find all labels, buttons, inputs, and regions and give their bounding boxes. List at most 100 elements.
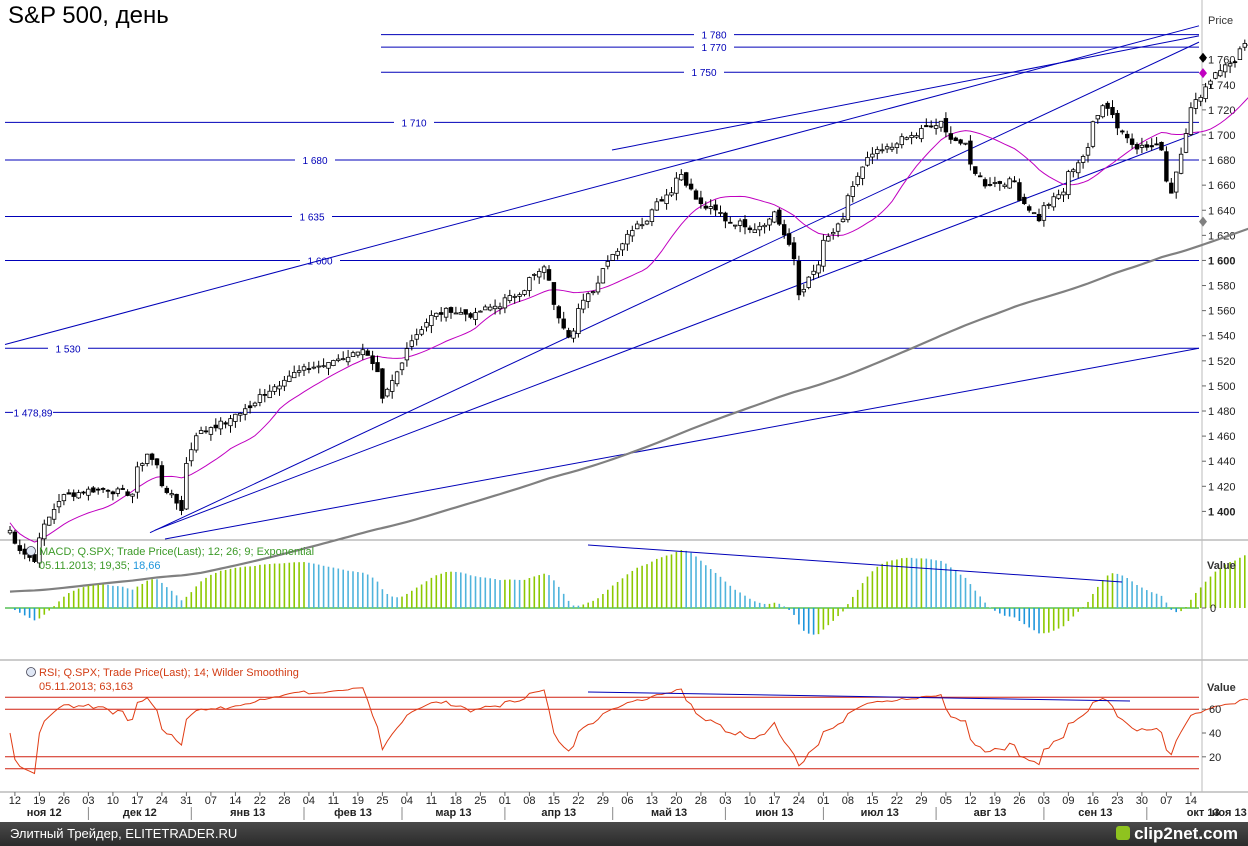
- macd-panel-icon: [26, 546, 36, 556]
- x-day-label: 20: [670, 795, 682, 807]
- candle-body: [914, 135, 919, 138]
- candle-body: [1164, 151, 1169, 182]
- clip2net-icon: [1116, 826, 1131, 840]
- x-day-label: 03: [1038, 795, 1050, 807]
- candle-body: [267, 390, 272, 399]
- candle-body: [389, 380, 395, 392]
- candle-body: [208, 427, 214, 435]
- candle-body: [625, 233, 630, 245]
- candle-body: [595, 282, 601, 293]
- candle-body: [855, 175, 860, 186]
- candle-body: [811, 270, 816, 275]
- candle-body: [257, 394, 263, 403]
- candle-body: [899, 136, 904, 146]
- x-day-label: 07: [205, 795, 217, 807]
- x-month-label: май 13: [651, 807, 687, 819]
- candle-body: [1031, 212, 1037, 215]
- price-tick-label: 1 700: [1208, 130, 1236, 142]
- candle-body: [992, 182, 998, 184]
- price-tick-label: 1 460: [1208, 431, 1236, 443]
- candle-body: [218, 420, 223, 430]
- candle-body: [713, 204, 718, 211]
- level-label: 1 750: [691, 68, 716, 79]
- candle-body: [963, 142, 968, 145]
- candle-body: [1022, 196, 1027, 204]
- candle-body: [502, 297, 508, 309]
- x-day-label: 28: [278, 795, 290, 807]
- x-day-label: 15: [548, 795, 560, 807]
- candle-body: [551, 282, 557, 305]
- level-label-bg: [292, 210, 332, 222]
- level-label-bg: [13, 406, 53, 418]
- candle-body: [287, 375, 292, 382]
- x-month-label: июн 13: [755, 807, 793, 819]
- x-day-label: 25: [474, 795, 486, 807]
- candle-body: [1242, 43, 1247, 48]
- chart-svg: Price 1 400 1 420 1 440 1 460 1 480 1 500 1 520…: [0, 0, 1248, 820]
- x-day-label: 01: [499, 795, 511, 807]
- candle-body: [375, 362, 380, 373]
- candle-body: [512, 295, 517, 298]
- candle-body: [203, 430, 209, 433]
- candle-body: [605, 261, 610, 267]
- candle-body: [693, 190, 699, 200]
- candle-body: [478, 310, 483, 313]
- level-label: 1 780: [701, 31, 726, 42]
- x-day-label: 08: [842, 795, 854, 807]
- candle-body: [1051, 196, 1056, 208]
- x-month-label: фев 13: [334, 807, 372, 819]
- price-tick-label: 1 640: [1208, 205, 1236, 217]
- x-day-label: 15: [866, 795, 878, 807]
- candle-body: [419, 329, 424, 335]
- x-month-label: сен 13: [1078, 807, 1112, 819]
- x-day-label: 22: [891, 795, 903, 807]
- candle-body: [1154, 143, 1159, 146]
- rsi-line: [9, 687, 1248, 775]
- x-month-label: дек 12: [123, 807, 157, 819]
- candle-body: [409, 340, 414, 347]
- candle-body: [644, 220, 650, 225]
- price-tick-label: 1 680: [1208, 155, 1236, 167]
- price-tick-label: 1 400: [1208, 506, 1236, 518]
- x-day-label: 04: [401, 795, 413, 807]
- chart-title: S&P 500, день: [8, 2, 169, 29]
- candle-body: [1178, 153, 1184, 174]
- candle-body: [1071, 169, 1076, 173]
- x-month-label: апр 13: [541, 807, 576, 819]
- candle-body: [1232, 61, 1238, 64]
- candle-body: [213, 424, 218, 429]
- candle-body: [12, 531, 18, 544]
- candle-body: [76, 492, 81, 499]
- candle-body: [424, 322, 429, 328]
- candle-body: [904, 137, 909, 140]
- candle-body: [22, 548, 27, 555]
- candle-body: [762, 224, 767, 228]
- clip2net-logo[interactable]: clip2net.com: [1116, 824, 1238, 844]
- candle-body: [586, 293, 591, 302]
- candle-body: [453, 312, 459, 315]
- candle-body: [1090, 121, 1096, 147]
- candle-body: [639, 224, 645, 227]
- candle-body: [507, 295, 512, 302]
- level-label-bg: [694, 28, 734, 40]
- price-tick-label: 1 420: [1208, 481, 1236, 493]
- candle-body: [801, 288, 806, 293]
- candle-body: [968, 140, 973, 165]
- rsi-values: 05.11.2013; 63,163: [39, 681, 133, 693]
- candle-body: [306, 368, 312, 370]
- candle-body: [1188, 107, 1194, 135]
- level-label: 1 710: [401, 118, 426, 129]
- candle-body: [581, 299, 586, 310]
- candle-body: [737, 220, 743, 226]
- candle-body: [835, 223, 841, 232]
- candle-body: [649, 209, 655, 222]
- candle-body: [1120, 130, 1125, 133]
- candle-body: [943, 118, 949, 133]
- price-tick-label: 1 480: [1208, 406, 1236, 418]
- x-day-label: 19: [352, 795, 364, 807]
- macd-signal-value: 18,66: [133, 560, 161, 572]
- candle-body: [576, 308, 581, 334]
- macd-values: 05.11.2013; 19,35; 18,66: [39, 560, 161, 572]
- macd-axis-label: Value: [1207, 560, 1236, 572]
